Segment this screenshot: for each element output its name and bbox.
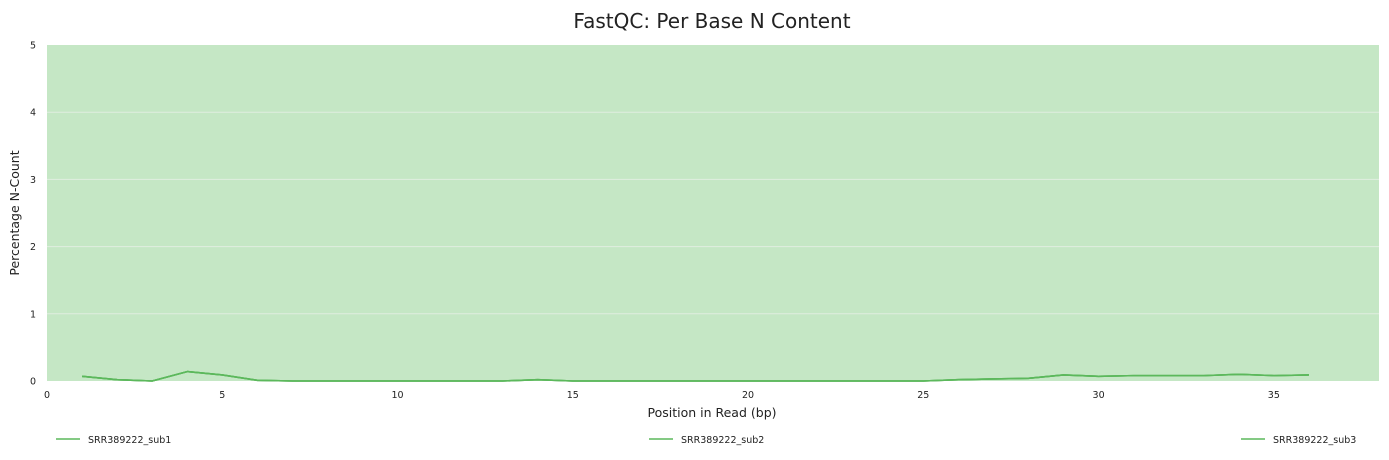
y-tick-label: 3 [30, 175, 36, 186]
y-tick-label: 1 [30, 309, 36, 320]
x-tick-label: 30 [1093, 390, 1105, 401]
x-tick-label: 20 [742, 390, 754, 401]
x-tick-label: 25 [917, 390, 929, 401]
y-tick-label: 2 [30, 242, 36, 253]
x-tick-label: 10 [391, 390, 403, 401]
legend: SRR389222_sub1 SRR389222_sub2 SRR389222_su… [56, 435, 1356, 446]
y-tick-label: 4 [30, 108, 36, 119]
x-axis-ticks: 0 5 10 15 20 25 30 35 [44, 390, 1280, 401]
legend-item-1[interactable]: SRR389222_sub1 [56, 435, 171, 446]
series-lines [81, 370, 1309, 382]
x-tick-label: 15 [567, 390, 579, 401]
legend-label: SRR389222_sub1 [88, 435, 171, 446]
y-axis-ticks: 0 1 2 3 4 5 [30, 41, 36, 388]
y-axis-label: Percentage N-Count [7, 150, 22, 275]
legend-item-3[interactable]: SRR389222_sub3 [1241, 435, 1356, 446]
chart-title: FastQC: Per Base N Content [573, 9, 850, 33]
legend-label: SRR389222_sub2 [681, 435, 764, 446]
y-tick-label: 0 [30, 377, 36, 388]
plot-background-band [47, 45, 1379, 381]
x-tick-label: 35 [1268, 390, 1280, 401]
x-tick-label: 0 [44, 390, 50, 401]
y-tick-label: 5 [30, 41, 36, 52]
x-tick-label: 5 [219, 390, 225, 401]
grid-lines [47, 111, 1379, 315]
x-axis-label: Position in Read (bp) [647, 405, 776, 420]
legend-item-2[interactable]: SRR389222_sub2 [649, 435, 764, 446]
series-line-3 [81, 370, 1309, 382]
legend-label: SRR389222_sub3 [1273, 435, 1356, 446]
